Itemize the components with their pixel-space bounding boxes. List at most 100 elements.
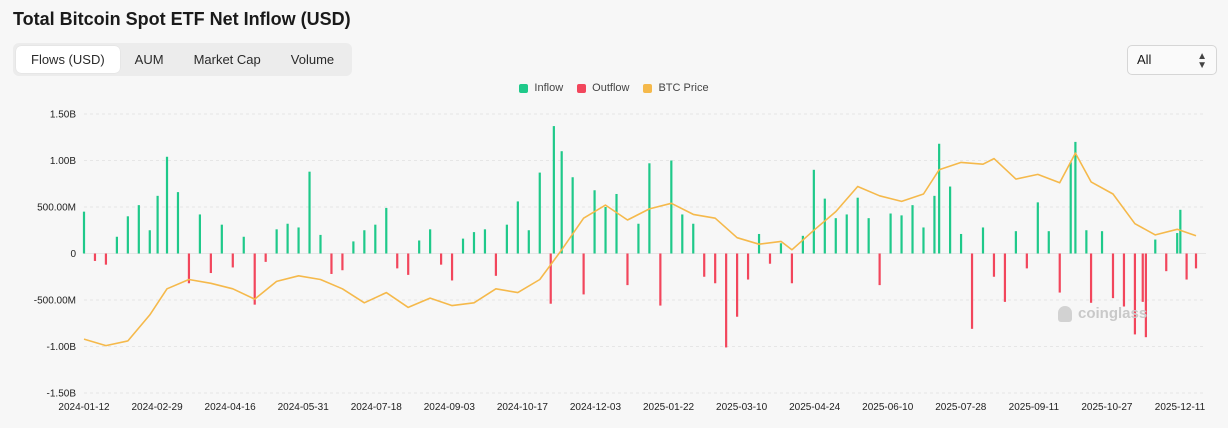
y-tick-label: -1.50B	[47, 389, 77, 400]
x-tick-label: 2025-06-10	[862, 402, 914, 413]
legend-item-btc-price[interactable]: BTC Price	[643, 82, 709, 94]
inflow-bar	[297, 227, 300, 254]
y-tick-label: -500.00M	[34, 296, 76, 307]
inflow-bar	[286, 223, 289, 254]
inflow-bar	[483, 229, 487, 254]
page-title: Total Bitcoin Spot ETF Net Inflow (USD)	[13, 9, 351, 29]
inflow-bar	[911, 205, 914, 254]
btc-price-line	[83, 152, 1197, 347]
inflow-bar	[418, 240, 421, 254]
inflow-bar	[165, 156, 169, 254]
outflow-bar	[330, 253, 333, 274]
inflow-bar	[981, 227, 985, 254]
tab-market-cap[interactable]: Market Cap	[193, 52, 261, 67]
outflow-bar	[736, 253, 739, 317]
inflow-bar	[681, 214, 684, 254]
y-tick-label: 1.50B	[50, 110, 76, 121]
inflow-bar	[176, 192, 180, 254]
outflow-bar	[878, 253, 881, 286]
outflow-bar	[703, 253, 706, 277]
outflow-bar	[659, 253, 662, 306]
outflow-bar	[187, 253, 191, 284]
outflow-bar	[93, 253, 97, 261]
inflow-bar	[516, 201, 519, 254]
inflow-bar	[856, 197, 859, 254]
inflow-bar	[385, 207, 388, 254]
y-tick-label: 500.00M	[37, 203, 76, 214]
inflow-bar	[1047, 231, 1050, 254]
y-tick-label: -1.00B	[47, 342, 77, 353]
inflow-bar	[779, 243, 783, 254]
inflow-bar	[670, 160, 673, 254]
chart-legend: Inflow Outflow BTC Price	[0, 82, 1228, 94]
outflow-bar	[450, 253, 454, 281]
inflow-bar	[308, 171, 311, 254]
x-tick-label: 2024-02-29	[131, 402, 183, 413]
outflow-bar	[253, 253, 256, 305]
outflow-bar	[549, 253, 552, 304]
inflow-bar	[692, 223, 695, 254]
legend-label-inflow: Inflow	[534, 82, 564, 94]
inflow-bar	[505, 224, 508, 254]
inflow-bar	[845, 214, 848, 254]
tab-volume[interactable]: Volume	[290, 52, 335, 67]
inflow-bar	[319, 234, 322, 254]
tab-aum[interactable]: AUM	[134, 52, 164, 67]
inflow-bar	[823, 198, 826, 254]
legend-item-inflow[interactable]: Inflow	[519, 82, 563, 94]
outflow-bar	[1111, 253, 1115, 299]
outflow-bar	[1185, 253, 1188, 280]
outflow-bar	[494, 253, 498, 276]
legend-item-outflow[interactable]: Outflow	[577, 82, 629, 94]
inflow-bar	[571, 177, 574, 254]
outflow-bar	[104, 253, 108, 265]
inflow-bar	[812, 169, 815, 254]
outflow-bar	[209, 253, 212, 274]
inflow-bar	[275, 229, 278, 254]
outflow-bar	[264, 253, 267, 262]
outflow-bar	[396, 253, 399, 269]
outflow-bar	[1165, 253, 1168, 272]
outflow-bar	[992, 253, 996, 277]
x-tick-label: 2024-07-18	[351, 402, 403, 413]
x-tick-label: 2025-01-22	[643, 402, 695, 413]
inflow-bar	[472, 232, 476, 254]
outflow-bar	[725, 253, 728, 348]
outflow-bar	[1144, 253, 1147, 338]
outflow-bar	[1122, 253, 1126, 307]
x-tick-label: 2025-12-11	[1155, 402, 1206, 413]
outflow-bar	[341, 253, 344, 271]
outflow-bar	[1058, 253, 1061, 293]
inflow-bar	[82, 211, 86, 254]
range-select[interactable]: All ▲ ▼	[1127, 45, 1217, 75]
outflow-bar	[407, 253, 410, 275]
inflow-bar	[552, 126, 555, 254]
tab-flows[interactable]: Flows (USD)	[16, 46, 120, 73]
outflow-bar	[582, 253, 585, 295]
inflow-bar	[604, 207, 607, 254]
inflow-bar	[352, 241, 355, 254]
chevron-up-down-icon: ▲ ▼	[1197, 51, 1207, 71]
inflow-bar	[900, 215, 903, 254]
inflow-bar	[198, 214, 201, 254]
legend-label-outflow: Outflow	[592, 82, 630, 94]
inflow-bar	[148, 230, 151, 254]
outflow-bar	[746, 253, 750, 280]
inflow-bar	[938, 143, 941, 254]
coinglass-logo-icon	[1058, 305, 1072, 322]
inflow-bar	[560, 151, 563, 254]
inflow-bar	[593, 190, 596, 254]
inflow-bar	[1085, 230, 1088, 254]
outflow-bar	[768, 253, 772, 264]
inflow-bar	[242, 236, 245, 254]
x-tick-label: 2025-10-27	[1081, 402, 1133, 413]
inflow-bar	[137, 205, 140, 254]
outflow-bar	[231, 253, 234, 268]
outflow-bar	[1003, 253, 1007, 302]
x-tick-label: 2024-12-03	[570, 402, 622, 413]
outflow-bar	[1025, 253, 1028, 269]
inflow-bar	[949, 186, 952, 254]
x-tick-label: 2024-09-03	[424, 402, 476, 413]
outflow-bar	[1194, 253, 1198, 269]
watermark-text: coinglass	[1078, 305, 1148, 322]
